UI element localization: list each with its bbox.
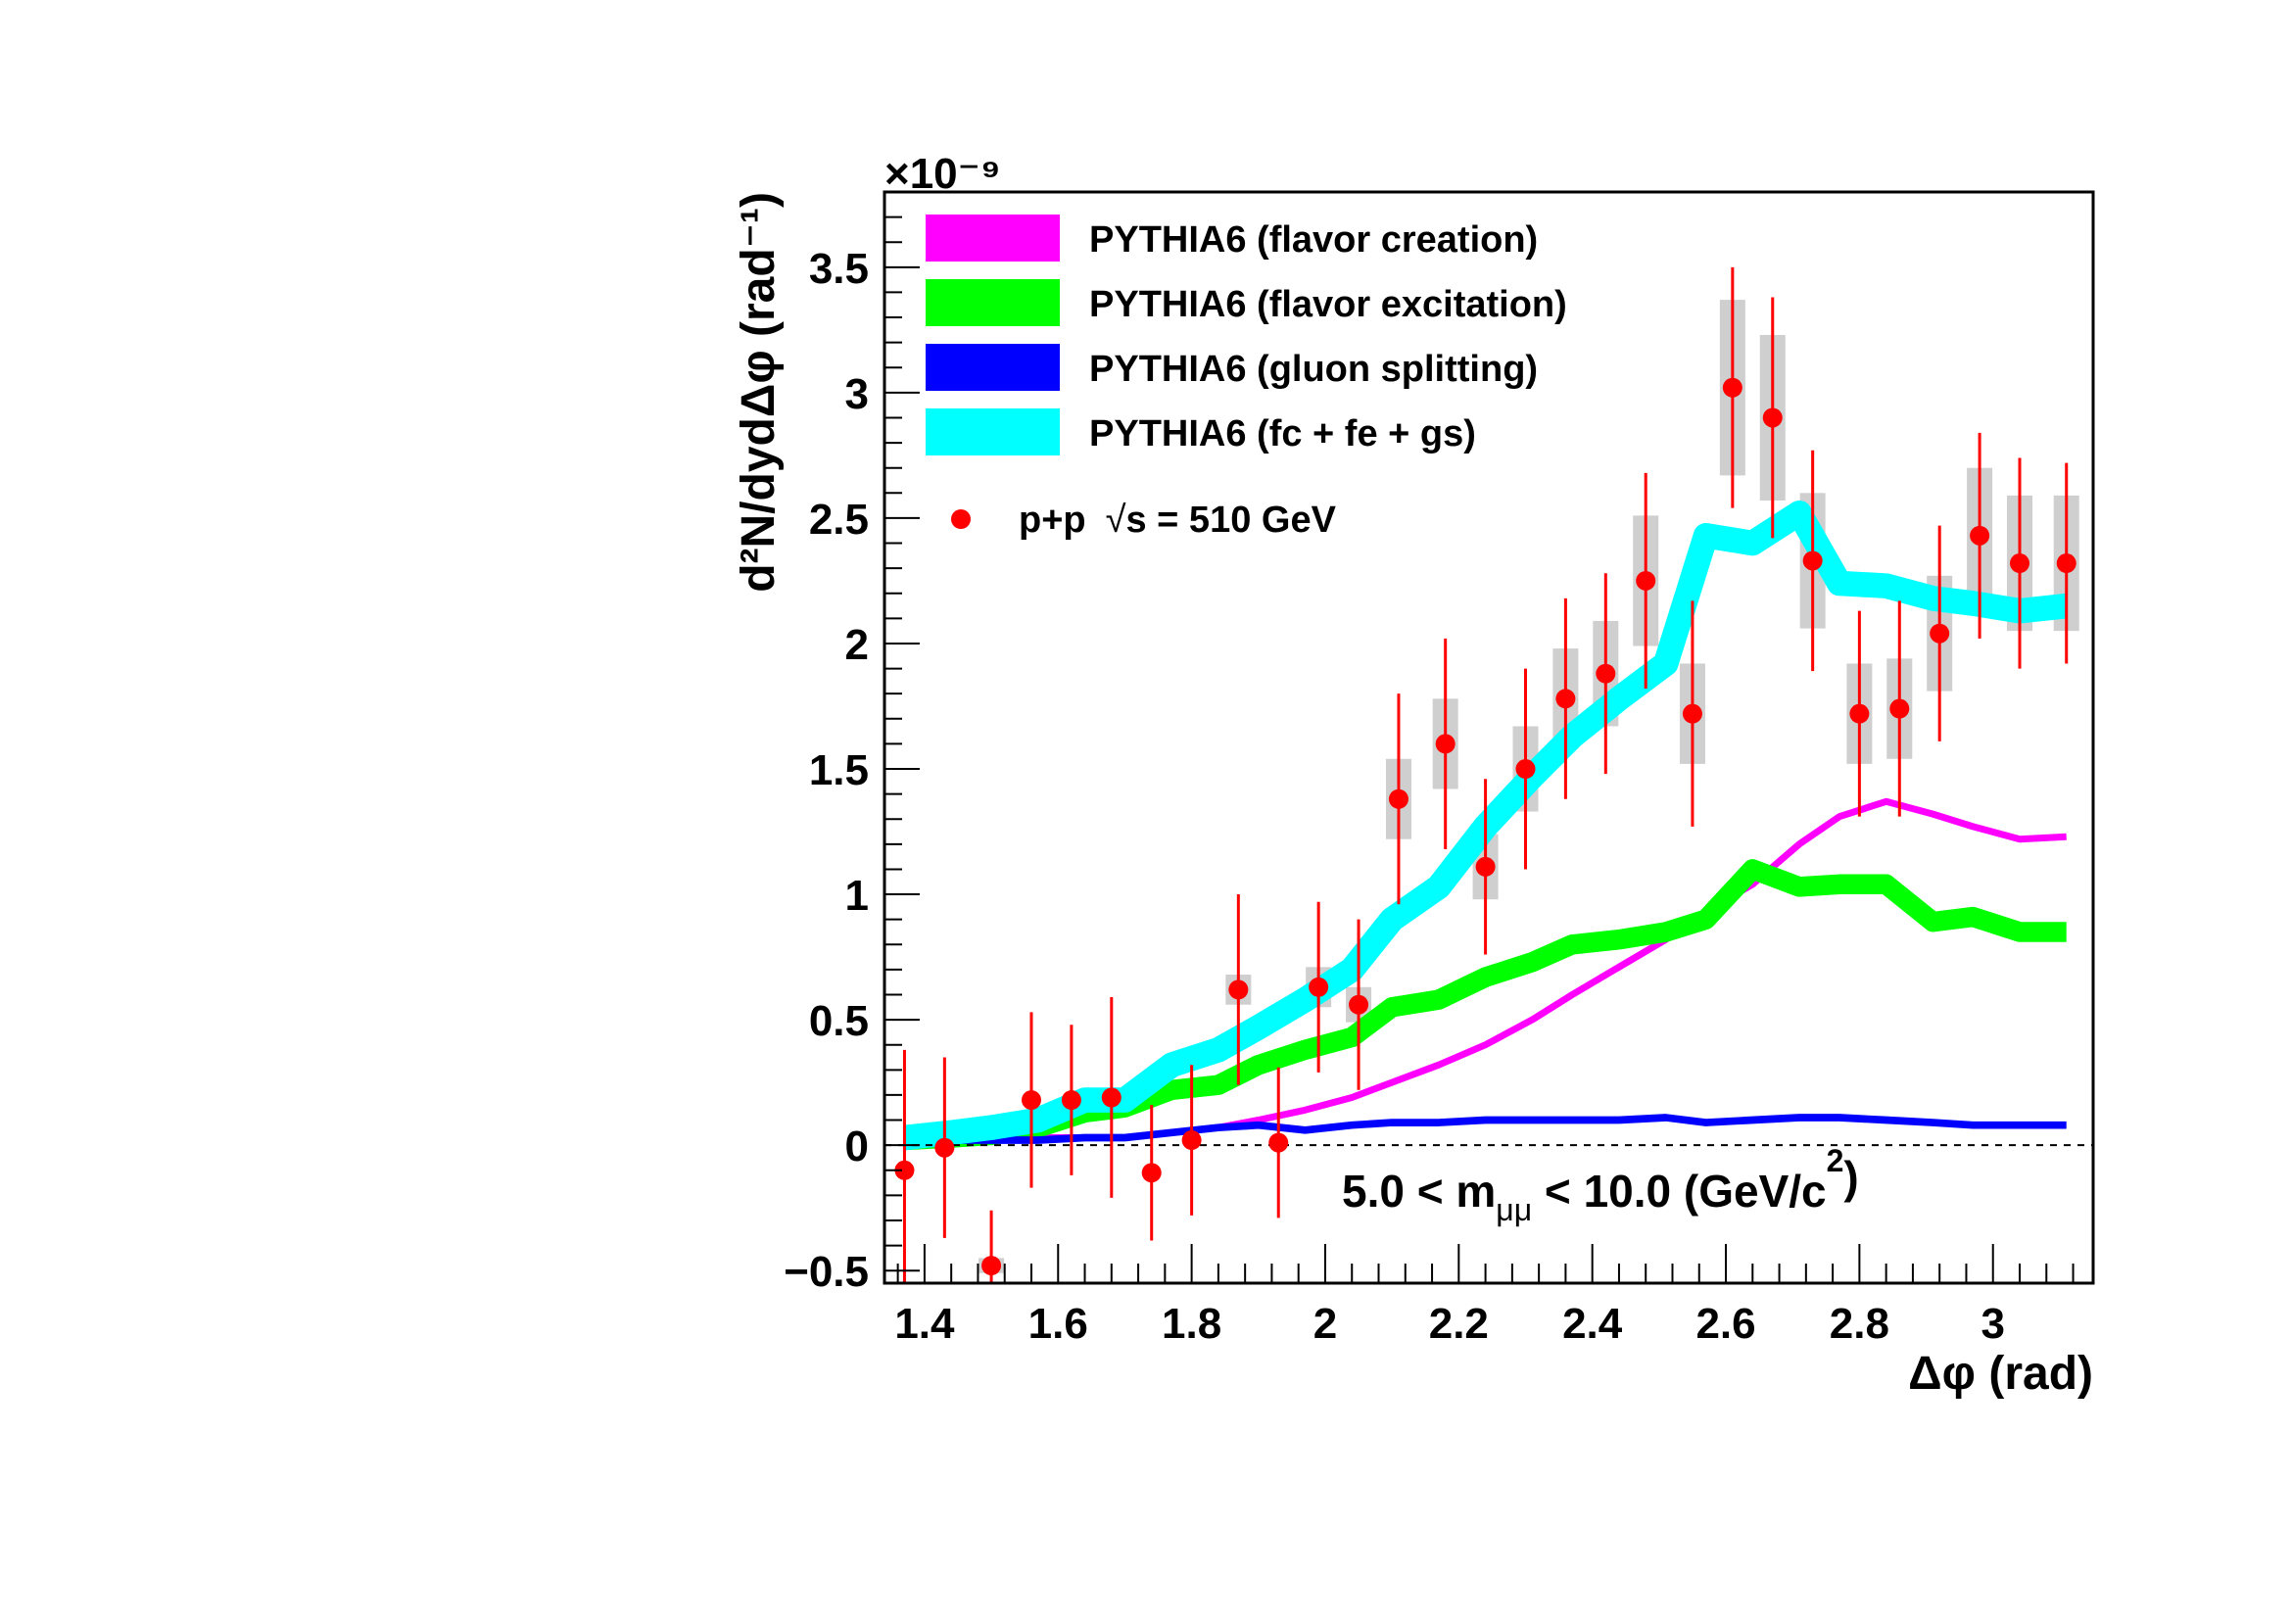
x-tick-label: 2.4 <box>1562 1300 1623 1348</box>
y-tick-label: 3 <box>845 370 869 418</box>
x-tick-label: 1.8 <box>1162 1300 1221 1348</box>
data-point <box>2056 553 2076 574</box>
legend-marker-data <box>951 509 971 529</box>
y-tick-label: 2.5 <box>809 496 869 544</box>
y-axis-multiplier: ×10⁻⁹ <box>884 150 1001 198</box>
x-tick-label: 2.8 <box>1830 1300 1889 1348</box>
data-point <box>1181 1130 1202 1151</box>
data-point <box>1435 734 1456 754</box>
data-point <box>1970 525 1990 546</box>
data-point <box>1388 788 1408 809</box>
plot-frame <box>883 190 2095 1285</box>
y-tick-label: 1 <box>845 872 869 920</box>
mass-range-annotation: 5.0 < mμμ < 10.0 (GeV/c2) <box>1342 1143 1859 1227</box>
legend-label-2: PYTHIA6 (flavor excitation) <box>1089 284 1567 325</box>
data-point <box>894 1160 915 1180</box>
annotation-text-main: 5.0 < m <box>1342 1166 1496 1217</box>
y-tick-label: −0.5 <box>784 1248 869 1296</box>
x-tick-label: 2.2 <box>1429 1300 1489 1348</box>
y-tick-label: 3.5 <box>809 245 869 293</box>
data-point <box>1802 550 1823 571</box>
legend-swatch-4 <box>926 408 1060 455</box>
y-tick-label: 0 <box>845 1122 869 1170</box>
x-axis-ticks: 1.4 1.6 1.8 2 2.2 2.4 2.6 2.8 3 <box>894 1244 2075 1348</box>
data-point <box>1349 994 1369 1015</box>
data-point <box>1682 703 1702 724</box>
annotation-text-end: ) <box>1843 1152 1858 1203</box>
y-tick-label: 0.5 <box>809 997 869 1045</box>
data-point <box>1930 623 1950 644</box>
sqrt-sign: √ <box>1106 500 1126 541</box>
statistical-error-bars <box>902 266 2069 1283</box>
x-tick-label: 1.6 <box>1028 1300 1088 1348</box>
y-axis-title: d²N/dydΔφ (rad⁻¹) <box>733 192 785 593</box>
data-point <box>1101 1087 1122 1108</box>
data-point <box>1061 1090 1081 1111</box>
legend-label-4: PYTHIA6 (fc + fe + gs) <box>1089 413 1476 454</box>
data-point <box>1722 377 1742 398</box>
y-tick-label: 2 <box>845 621 869 669</box>
data-point <box>1141 1163 1162 1183</box>
legend-label-3: PYTHIA6 (gluon splitting) <box>1089 349 1538 390</box>
legend-swatch-3 <box>926 344 1060 391</box>
data-point <box>1475 856 1496 877</box>
data-point <box>1555 689 1576 709</box>
legend-swatch-2 <box>926 279 1060 326</box>
y-axis-ticks: −0.5 0 0.5 1 1.5 2 2.5 3 3.5 <box>784 215 920 1296</box>
annotation-text-sub: μμ <box>1496 1192 1532 1227</box>
x-axis-title: Δφ (rad) <box>1908 1348 2093 1400</box>
data-point <box>1515 759 1536 780</box>
data-point <box>1228 979 1249 1000</box>
data-point <box>2010 553 2030 574</box>
x-tick-label: 2.6 <box>1695 1300 1755 1348</box>
legend: PYTHIA6 (flavor creation) PYTHIA6 (flavor… <box>926 215 1567 541</box>
data-points <box>894 377 2076 1276</box>
data-point <box>1636 570 1656 591</box>
legend-data-sqrt-s: s <box>1125 500 1146 541</box>
data-point <box>1849 703 1870 724</box>
data-point <box>1021 1090 1041 1111</box>
data-point <box>981 1256 1002 1276</box>
annotation-text-after: < 10.0 (GeV/c <box>1532 1166 1826 1217</box>
legend-data-energy: = 510 GeV <box>1147 500 1337 541</box>
axis-labels: ×10⁻⁹ Δφ (rad) d²N/dydΔφ (rad⁻¹) 5.0 < mμμ … <box>733 150 2093 1400</box>
x-tick-label: 1.4 <box>894 1300 955 1348</box>
legend-data-name: p+p <box>1019 500 1086 541</box>
data-point <box>1889 698 1910 719</box>
y-tick-label: 1.5 <box>809 746 869 794</box>
data-point <box>1309 977 1329 997</box>
plot-frame-group <box>883 190 2095 1285</box>
data-point <box>1268 1132 1289 1153</box>
legend-label-1: PYTHIA6 (flavor creation) <box>1089 219 1538 261</box>
data-point <box>1762 407 1783 428</box>
data-point <box>934 1137 955 1158</box>
x-tick-label: 3 <box>1981 1300 2004 1348</box>
x-tick-label: 2 <box>1313 1300 1337 1348</box>
data-point <box>1596 663 1616 684</box>
annotation-text-sup: 2 <box>1827 1143 1844 1178</box>
band-line-3 <box>904 1114 2067 1144</box>
legend-label-data: p+p √s = 510 GeV <box>1019 500 1337 541</box>
legend-swatch-1 <box>926 215 1060 262</box>
